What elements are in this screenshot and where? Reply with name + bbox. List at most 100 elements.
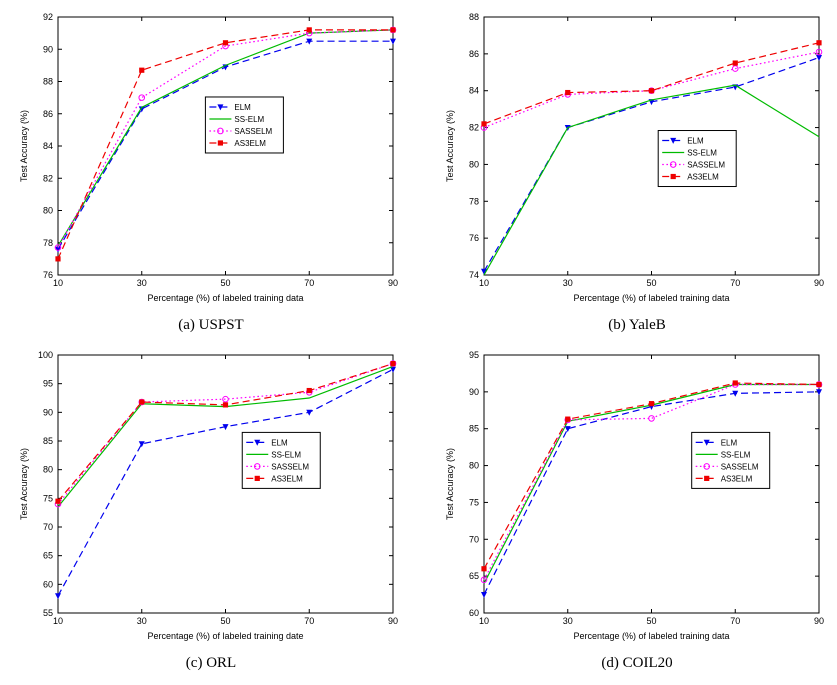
y-tick-label: 90 [43,407,53,417]
series-marker [253,463,261,470]
x-tick-label: 50 [220,616,230,626]
series-marker [732,390,739,397]
series-ELM [55,366,396,600]
x-axis-label: Percentage (%) of labeled training data [573,293,729,303]
y-tick-label: 80 [469,461,479,471]
series-line [57,363,394,502]
series-marker [306,409,313,416]
series-line [57,363,394,505]
legend: ELM SS-ELM SASSELM AS3ELM [241,431,321,489]
series-marker [481,591,487,598]
series-line [483,383,819,581]
series-marker [390,27,396,33]
legend-label: SS-ELM [234,115,264,124]
series-marker [138,94,146,101]
legend-label: ELM [721,438,738,447]
y-tick-label: 75 [469,497,479,507]
legend-label: ELM [234,103,251,112]
series-marker [481,566,487,572]
chart-a-caption: (a) USPST [178,317,244,333]
series-marker [481,268,487,275]
series-marker [731,65,739,72]
chart-b-canvas: 10 30 50 70 90 74 76 78 80 82 84 86 88 Percentage (%)… [442,8,832,308]
y-tick-label: 70 [43,522,53,532]
series-marker [217,127,224,135]
chart-a-figure: 10 30 50 70 90 76 78 80 82 84 86 88 90 92 Percentage (… [16,8,406,334]
y-tick-label: 76 [469,233,479,243]
series-line [483,42,820,125]
plot-frame [483,16,820,276]
legend-label: AS3ELM [721,474,753,483]
series-marker [390,366,396,373]
y-tick-label: 86 [43,109,53,119]
series-marker [480,576,488,584]
y-tick-label: 95 [43,379,53,389]
y-tick-label: 90 [469,387,479,397]
series-AS3ELM [55,27,396,262]
y-tick-label: 88 [469,12,479,22]
series-marker [389,360,397,367]
series-marker [306,27,312,33]
x-tick-label: 30 [137,278,147,288]
y-tick-label: 76 [43,270,53,280]
x-tick-label: 90 [388,278,398,288]
plot-frame [57,354,394,614]
chart-c-canvas: 10 30 50 70 90 55 60 65 70 75 80 85 90 95 100 Percentag… [16,346,406,646]
chart-c-caption: (c) ORL [185,655,237,671]
series-AS3ELM [481,380,822,572]
y-tick-label: 86 [469,49,479,59]
legend-label: AS3ELM [687,173,719,182]
series-marker [254,475,260,481]
series-marker [703,463,711,470]
y-tick-label: 90 [43,44,53,54]
y-tick-label: 70 [469,534,479,544]
series-marker [670,173,676,180]
y-tick-label: 55 [43,608,53,618]
series-line [483,51,820,129]
y-tick-label: 84 [43,141,53,151]
x-axis-label: Percentage (%) of labeled training data [573,631,729,641]
x-tick-label: 50 [646,616,656,626]
axes: 10 30 50 70 90 55 60 65 70 75 80 85 90 95 100 [38,350,398,626]
legend-label: AS3ELM [234,139,266,148]
series-line [57,29,394,248]
chart-b-figure: 10 30 50 70 90 74 76 78 80 82 84 86 88 Percentage (%)… [442,8,832,334]
y-tick-label: 74 [469,270,479,280]
legend-label: ELM [271,438,288,447]
series-marker [704,475,710,481]
y-axis-label: Test Accuracy (%) [445,448,455,520]
y-tick-label: 75 [43,493,53,503]
series-marker [390,361,396,367]
series-marker [815,48,823,56]
series-marker [139,399,145,405]
series-marker [222,395,229,403]
x-tick-label: 90 [814,616,824,626]
legend-label: SASSELM [271,462,309,471]
series-marker [55,256,61,262]
legend-label: ELM [687,137,704,146]
series-marker [139,67,145,73]
x-tick-label: 70 [730,278,740,288]
y-tick-label: 80 [43,206,53,216]
series-marker [55,593,61,600]
chart-d-caption: (d) COIL20 [601,655,673,671]
x-tick-label: 30 [137,616,147,626]
series-AS3ELM [55,361,396,504]
series-marker [816,381,822,388]
series-marker [670,137,677,144]
y-tick-label: 65 [43,551,53,561]
series-marker [254,439,261,446]
series-marker [565,416,571,422]
series-marker [54,244,62,251]
y-axis-label: Test Accuracy (%) [445,110,455,182]
chart-b-caption: (b) YaleB [608,317,666,333]
chart-d-canvas: 10 30 50 70 90 60 65 70 75 80 85 90 95 Percentage (%)… [442,346,832,646]
x-tick-label: 90 [814,278,824,288]
y-tick-label: 78 [469,196,479,206]
y-tick-label: 82 [469,123,479,133]
y-tick-label: 82 [43,173,53,183]
y-tick-label: 88 [43,77,53,87]
x-tick-label: 90 [388,616,398,626]
series-marker [648,415,655,422]
